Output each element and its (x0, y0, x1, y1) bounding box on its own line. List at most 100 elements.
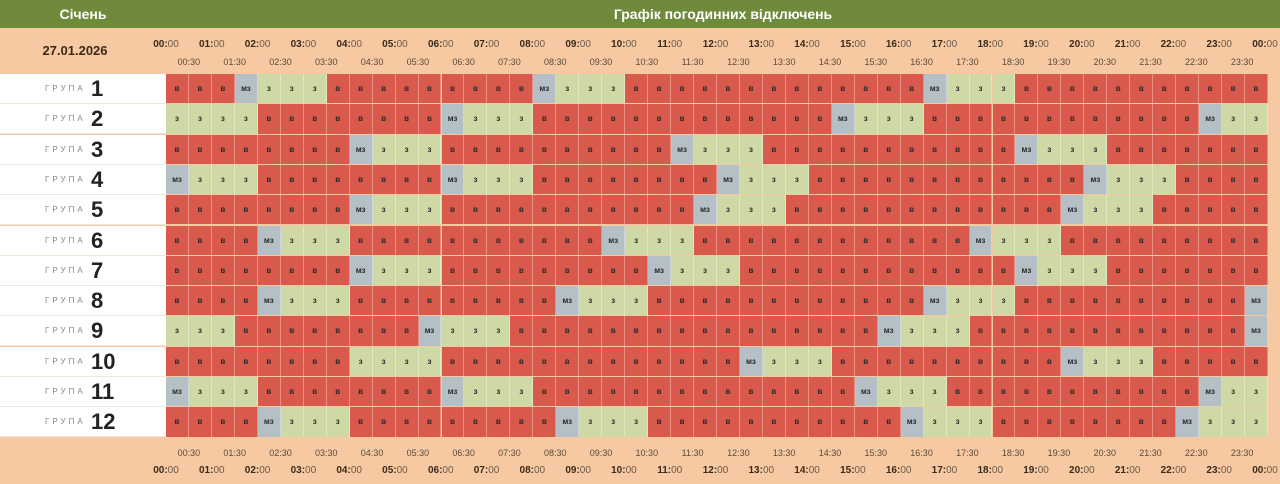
slot-on: з (1222, 407, 1246, 437)
half-hour-label: 00:30 (177, 448, 201, 458)
slot-maybe: мз (166, 377, 189, 407)
half-hour-label: 06:30 (452, 57, 475, 67)
slot-off: в (579, 134, 603, 164)
slot-off: в (257, 104, 281, 134)
slot-maybe: мз (831, 104, 855, 134)
slot-on: з (1130, 195, 1154, 225)
slot-off: в (854, 225, 878, 255)
slot-off: в (1130, 377, 1154, 407)
slot-off: в (556, 377, 580, 407)
slot-maybe: мз (418, 316, 442, 346)
slot-off: в (946, 225, 970, 255)
slot-off: в (969, 346, 993, 376)
slot-on: з (1130, 346, 1154, 376)
slot-off: в (648, 316, 672, 346)
slot-off: в (946, 195, 970, 225)
group-word: ГРУПА (45, 356, 86, 366)
slot-off: в (1153, 407, 1177, 437)
slot-off: в (923, 195, 947, 225)
slot-off: в (648, 407, 672, 437)
slot-on: з (418, 195, 442, 225)
slot-on: з (211, 104, 235, 134)
hour-label: 07:00 (473, 39, 500, 50)
slot-on: з (487, 164, 511, 195)
slot-off: в (1245, 255, 1268, 286)
slot-off: в (1061, 164, 1085, 195)
slot-off: в (717, 74, 740, 104)
slot-on: з (1038, 134, 1062, 164)
slot-off: в (556, 255, 580, 286)
hour-label: 01:00 (198, 465, 225, 476)
slot-off: в (556, 316, 580, 346)
slot-off: в (326, 164, 350, 195)
slot-off: в (1245, 134, 1268, 164)
slot-off: в (877, 225, 901, 255)
slot-on: з (487, 104, 511, 134)
slot-off: в (326, 346, 350, 376)
slot-on: з (671, 255, 695, 286)
slot-maybe: мз (739, 346, 763, 376)
slot-on: з (1222, 377, 1246, 407)
slot-off: в (257, 195, 281, 225)
half-hour-label: 04:30 (360, 448, 384, 458)
slot-on: з (1038, 255, 1062, 286)
slot-off: в (1130, 104, 1154, 134)
slot-off: в (1199, 286, 1223, 316)
slot-maybe: мз (349, 134, 373, 164)
slot-off: в (808, 377, 832, 407)
half-hour-label: 18:30 (1001, 448, 1025, 458)
half-hour-label: 21:30 (1139, 448, 1162, 458)
slot-maybe: мз (257, 225, 281, 255)
slot-off: в (969, 134, 993, 164)
half-hour-label: 14:30 (818, 448, 842, 458)
slot-off: в (831, 255, 855, 286)
slot-on: з (1084, 255, 1108, 286)
half-hour-label: 01:30 (223, 448, 246, 458)
hour-label: 14:00 (794, 465, 820, 476)
slot-off: в (441, 407, 465, 437)
slot-off: в (831, 195, 855, 225)
slot-off: в (946, 255, 970, 286)
slot-off: в (900, 134, 924, 164)
slot-off: в (234, 316, 258, 346)
hour-label: 18:00 (977, 39, 1004, 50)
slot-off: в (349, 286, 373, 316)
slot-off: в (625, 104, 649, 134)
slot-off: в (694, 407, 717, 437)
slot-off: в (1222, 346, 1246, 376)
hour-label: 23:00 (1206, 39, 1232, 50)
slot-off: в (303, 104, 327, 134)
slot-off: в (326, 74, 350, 104)
slot-maybe: мз (1015, 255, 1039, 286)
slot-maybe: мз (349, 255, 373, 286)
slot-off: в (946, 346, 970, 376)
slot-off: в (694, 104, 717, 134)
group-word: ГРУПА (45, 265, 86, 275)
slot-off: в (1061, 286, 1085, 316)
slot-on: з (464, 377, 488, 407)
slot-on: з (671, 225, 695, 255)
slot-off: в (257, 377, 281, 407)
slot-on: з (326, 225, 350, 255)
slot-off: в (602, 164, 626, 195)
slot-off: в (234, 286, 258, 316)
group-number: 5 (91, 197, 104, 223)
group-label: ГРУПА 3 (0, 134, 166, 165)
slot-off: в (556, 134, 580, 164)
slot-off: в (188, 74, 212, 104)
slot-off: в (372, 104, 396, 134)
slot-off: в (831, 134, 855, 164)
slot-off: в (303, 134, 327, 164)
hour-label: 03:00 (290, 39, 317, 50)
hour-label: 00:00 (1252, 465, 1278, 476)
slot-off: в (1107, 286, 1131, 316)
slot-off: в (211, 195, 235, 225)
slot-off: в (533, 407, 557, 437)
slot-off: в (1222, 316, 1246, 346)
half-hour-label: 18:30 (1001, 57, 1025, 67)
slot-on: з (992, 74, 1016, 104)
group-word: ГРУПА (45, 235, 86, 245)
slot-off: в (762, 286, 786, 316)
group-word: ГРУПА (45, 387, 86, 396)
slot-on: з (1015, 225, 1039, 255)
